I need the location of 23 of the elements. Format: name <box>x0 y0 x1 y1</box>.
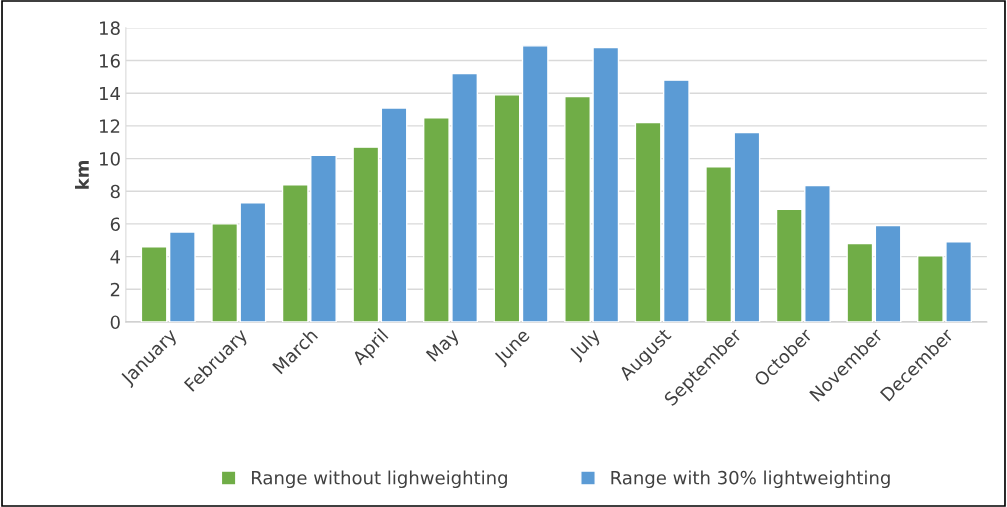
y-tick-label: 8 <box>110 184 120 199</box>
y-tick-label: 14 <box>100 86 120 101</box>
legend-label: Range with 30% lightweighting <box>611 470 890 489</box>
bar <box>239 201 267 322</box>
bar <box>493 94 521 322</box>
bar <box>380 107 408 322</box>
bar <box>733 131 761 322</box>
y-tick-label: 2 <box>110 282 120 297</box>
legend-label: Range without lighweighting <box>252 470 507 489</box>
bar <box>352 146 380 322</box>
bar <box>874 224 902 322</box>
y-tick-label: 10 <box>100 152 120 166</box>
bar <box>211 223 239 322</box>
bar <box>846 242 874 322</box>
y-tick-label: 0 <box>110 315 120 330</box>
y-tick-label: 12 <box>100 119 120 133</box>
y-tick-label: 18 <box>100 21 120 35</box>
bar <box>521 45 549 322</box>
y-tick-label: 6 <box>110 217 120 232</box>
y-tick-label: 16 <box>100 54 120 68</box>
y-axis-title: km <box>75 160 89 189</box>
bar <box>705 166 733 322</box>
y-tick-label: 4 <box>110 250 120 264</box>
